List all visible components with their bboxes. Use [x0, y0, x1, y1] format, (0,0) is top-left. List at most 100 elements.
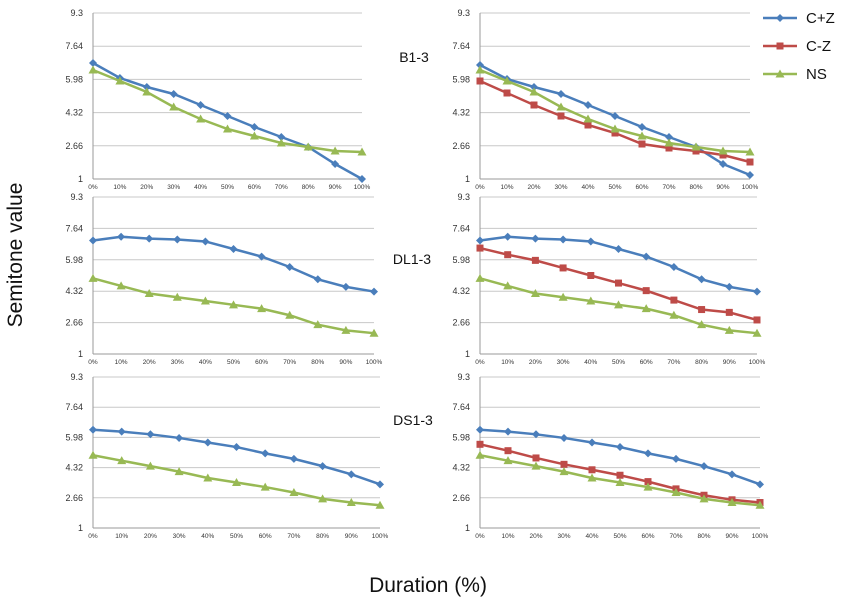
data-point [285, 310, 295, 319]
data-point [642, 252, 651, 261]
chart-panel-1: 1 2.66 4.32 5.98 7.64 9.3 0% 10% 20% 30% 40% 50% 60%… [65, 8, 429, 191]
data-point [584, 101, 592, 109]
legend-label: C-Z [806, 38, 831, 55]
legend: C+Z C-Z NS [763, 10, 835, 83]
data-point [503, 89, 511, 97]
data-point [503, 456, 513, 465]
series-NS [88, 273, 379, 337]
data-point [584, 121, 592, 129]
data-point [476, 244, 484, 252]
data-point [559, 264, 567, 272]
data-point [347, 470, 356, 479]
data-point [277, 133, 286, 141]
x-tick-label: 10% [115, 359, 128, 366]
data-point [638, 123, 646, 131]
x-tick-label: 80% [316, 533, 329, 540]
data-point [115, 76, 125, 85]
data-point [614, 245, 623, 254]
x-tick-label: 10% [501, 359, 514, 366]
data-point [556, 102, 566, 111]
y-tick-label: 5.98 [65, 255, 83, 265]
data-point [615, 279, 622, 287]
x-tick-label: 10% [500, 184, 513, 191]
data-point [376, 480, 384, 489]
data-point [313, 275, 322, 284]
data-point [587, 272, 595, 279]
data-point [530, 101, 538, 109]
data-point [476, 236, 484, 245]
data-point [276, 138, 286, 147]
x-tick-label: 90% [345, 533, 358, 540]
legend-marker [776, 14, 784, 22]
data-point [611, 129, 619, 137]
data-point [665, 133, 673, 141]
legend-item-C-Z: C-Z [763, 38, 831, 55]
x-tick-label: 60% [248, 184, 261, 191]
y-tick-label: 2.66 [65, 141, 83, 151]
data-point [560, 460, 568, 468]
data-point [588, 466, 596, 474]
x-tick-label: 90% [725, 533, 738, 540]
legend-marker [776, 42, 784, 50]
y-tick-label: 1 [78, 349, 83, 359]
data-point [670, 296, 678, 304]
series-C+Z [476, 232, 761, 296]
x-tick-label: 40% [199, 359, 212, 366]
data-point [223, 124, 232, 133]
data-point [196, 101, 205, 109]
y-tick-label: 5.98 [452, 255, 470, 265]
data-point [173, 235, 182, 244]
data-point [232, 443, 241, 452]
y-tick-label: 7.64 [65, 223, 83, 233]
data-point [476, 77, 484, 85]
data-point [370, 287, 378, 296]
data-point [672, 454, 680, 463]
x-tick-label: 50% [608, 184, 621, 191]
data-point [583, 114, 593, 123]
data-point [476, 440, 484, 448]
data-point [257, 304, 267, 313]
data-point [557, 90, 565, 98]
data-point [145, 461, 155, 470]
x-tick-label: 0% [88, 359, 98, 366]
series-NS [88, 450, 385, 509]
data-point [692, 147, 700, 155]
chart-panel-6: 1 2.66 4.32 5.98 7.64 9.3 0% 10% 20% 30% 40% 50% 60%… [452, 372, 768, 540]
data-point [89, 59, 97, 67]
data-point [475, 65, 485, 74]
y-tick-label: 9.3 [70, 372, 83, 382]
data-point [358, 175, 366, 183]
data-point [530, 288, 540, 297]
data-point [586, 237, 595, 246]
data-point [475, 273, 485, 282]
data-point [559, 467, 569, 476]
x-tick-label: 40% [585, 533, 598, 540]
chart-panels: 12.664.325.987.649.30% 10% 20% 30% 40% 50% 60%… [65, 8, 768, 540]
x-tick-label: 30% [171, 359, 184, 366]
y-axis-label: Semitone value [4, 183, 27, 328]
x-tick-label: 100% [354, 184, 371, 191]
x-tick-label: 40% [194, 184, 207, 191]
series-NS [88, 65, 367, 156]
data-point [587, 473, 597, 482]
series-C+Z [89, 425, 384, 489]
data-point [531, 256, 539, 264]
series-C+Z [476, 61, 754, 179]
x-tick-label: 100% [752, 533, 769, 540]
x-tick-label: 0% [475, 184, 485, 191]
data-point [145, 234, 154, 243]
y-tick-label: 4.32 [65, 463, 83, 473]
data-point [665, 144, 673, 152]
y-tick-label: 4.32 [452, 108, 470, 118]
chart-panel-3: 1 2.66 4.32 5.98 7.64 9.3 0% 10% 20% 30% 40% 50% 60%… [65, 192, 431, 366]
data-point [560, 433, 568, 442]
x-tick-label: 50% [227, 359, 240, 366]
data-point [232, 478, 241, 487]
data-point [250, 123, 259, 131]
x-tick-label: 40% [584, 359, 597, 366]
panel-label: DS1-3 [393, 412, 433, 428]
data-point [117, 427, 126, 436]
legend-item-C+Z: C+Z [763, 10, 835, 27]
data-point [223, 112, 232, 120]
x-tick-label: 0% [475, 533, 485, 540]
